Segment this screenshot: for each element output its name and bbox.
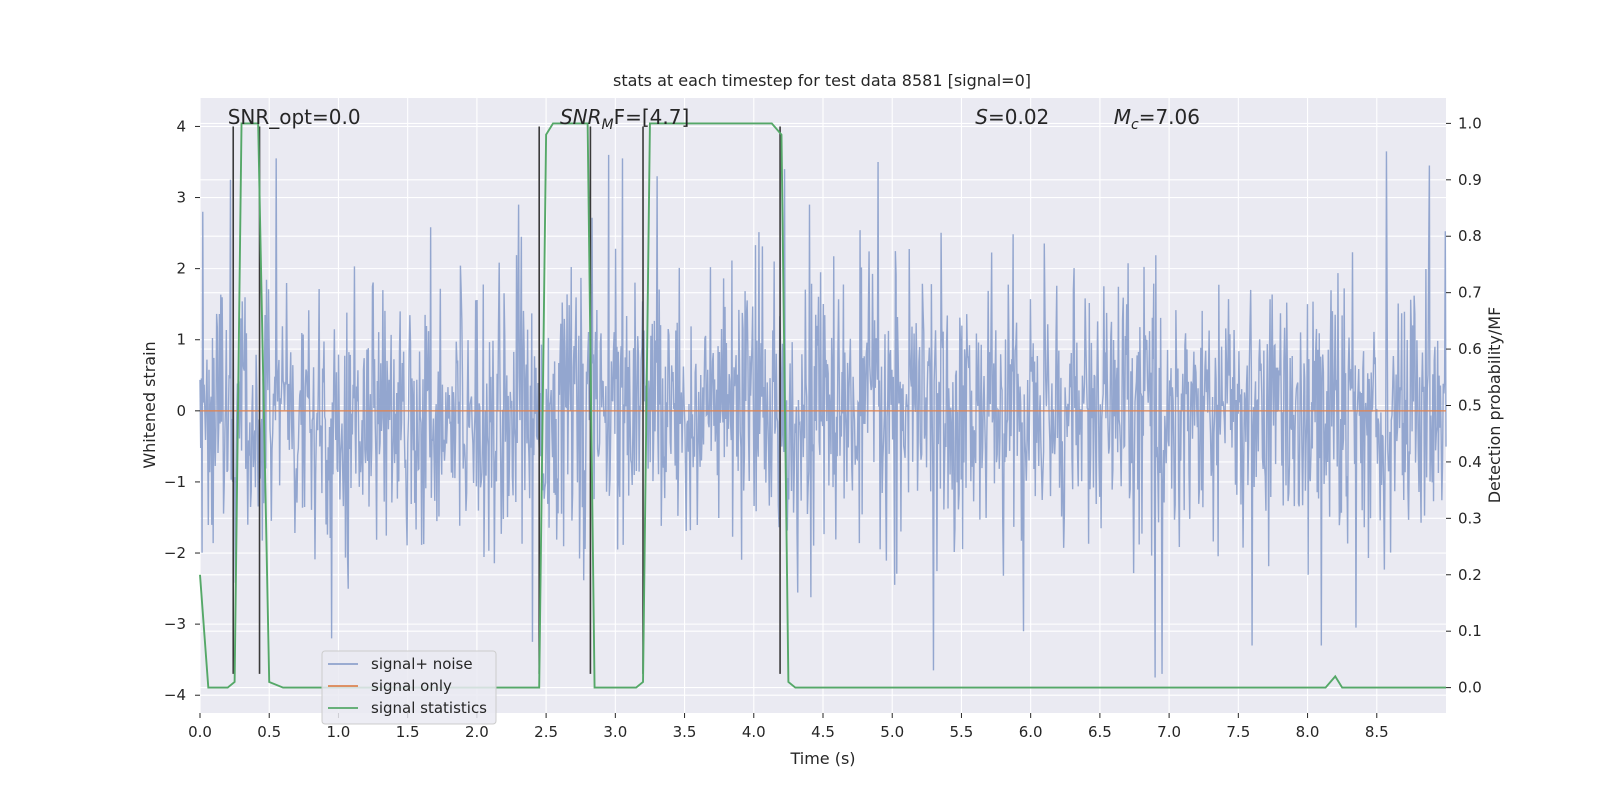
x-tick-label: 2.0 [465, 723, 489, 741]
y-right-tick-label: 0.6 [1458, 340, 1482, 358]
x-tick-label: 1.5 [396, 723, 420, 741]
y-right-tick-label: 0.0 [1458, 679, 1482, 697]
y-tick-label: 1 [176, 331, 186, 349]
y-axis-ticks: 4 3 2 1 0 −1 −2 −3 −4 [164, 117, 200, 704]
x-axis-label: Time (s) [789, 749, 855, 768]
y-right-tick-label: 0.5 [1458, 397, 1482, 415]
x-tick-label: 0.5 [257, 723, 281, 741]
y-tick-label: −1 [164, 473, 186, 491]
x-tick-label: 0.0 [188, 723, 212, 741]
y-right-tick-label: 0.8 [1458, 227, 1482, 245]
x-tick-label: 7.5 [1226, 723, 1250, 741]
y-tick-label: 3 [176, 189, 186, 207]
y-right-tick-label: 0.4 [1458, 453, 1482, 471]
chart-title: stats at each timestep for test data 858… [613, 71, 1031, 90]
x-tick-label: 3.5 [673, 723, 697, 741]
y-tick-label: 4 [176, 117, 186, 135]
x-tick-label: 3.0 [603, 723, 627, 741]
x-tick-label: 6.5 [1088, 723, 1112, 741]
y-axis-label: Whitened strain [140, 341, 159, 468]
signal-noise-line [199, 151, 1447, 678]
y-tick-label: 0 [176, 402, 186, 420]
y-right-tick-label: 0.9 [1458, 171, 1482, 189]
x-tick-label: 5.0 [880, 723, 904, 741]
y-right-tick-label: 0.1 [1458, 622, 1482, 640]
x-tick-label: 5.5 [950, 723, 974, 741]
signal-noise-series [199, 151, 1447, 678]
annotation-snr-opt: SNR_opt=0.0 [228, 105, 361, 129]
annotations: SNR_opt=0.0 SNRMF=[4.7] S=0.02 Mc=7.06 [228, 105, 1200, 133]
x-tick-label: 8.5 [1365, 723, 1389, 741]
x-tick-label: 7.0 [1157, 723, 1181, 741]
x-tick-label: 6.0 [1019, 723, 1043, 741]
signal-statistics-series [199, 122, 1446, 689]
x-tick-label: 4.0 [742, 723, 766, 741]
annotation-snr-mf: SNRMF=[4.7] [560, 105, 689, 133]
legend-noise-label: signal+ noise [371, 655, 473, 673]
x-axis-ticks: 0.0 0.5 1.0 1.5 2.0 2.5 3.0 3.5 4.0 4.5 5.0 5.5 6.0 6… [188, 713, 1389, 741]
y-right-tick-label: 0.7 [1458, 284, 1482, 302]
y-tick-label: 2 [176, 260, 186, 278]
x-tick-label: 8.0 [1296, 723, 1320, 741]
x-tick-label: 4.5 [811, 723, 835, 741]
x-tick-label: 1.0 [327, 723, 351, 741]
y-right-axis-ticks: 1.0 0.9 0.8 0.7 0.6 0.5 0.4 0.3 0.2 0.1 0.0 [1446, 114, 1482, 697]
legend: signal+ noise signal only signal statist… [321, 650, 497, 725]
annotation-mc: Mc=7.06 [1114, 105, 1200, 133]
y-tick-label: −3 [164, 615, 186, 633]
signal-statistics-line [199, 122, 1446, 689]
y-tick-label: −4 [164, 686, 186, 704]
legend-signal-label: signal only [371, 677, 452, 695]
legend-box [321, 650, 497, 725]
annotation-s: S=0.02 [975, 105, 1049, 129]
y-tick-label: −2 [164, 544, 186, 562]
y-right-tick-label: 0.2 [1458, 566, 1482, 584]
x-tick-label: 2.5 [534, 723, 558, 741]
y-right-tick-label: 0.3 [1458, 509, 1482, 527]
y-right-axis-label: Detection probability/MF [1485, 307, 1504, 504]
legend-stats-label: signal statistics [371, 699, 487, 717]
y-right-tick-label: 1.0 [1458, 114, 1482, 132]
